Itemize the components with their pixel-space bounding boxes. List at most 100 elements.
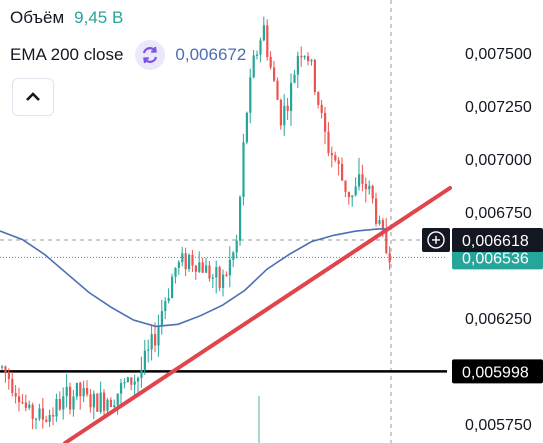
candle — [378, 220, 381, 224]
trend-line — [63, 186, 452, 443]
candle — [239, 196, 242, 241]
candle — [137, 377, 140, 382]
candle — [11, 379, 14, 394]
candle — [123, 382, 126, 384]
candle — [24, 402, 27, 408]
volume-value: 9,45 B — [74, 8, 124, 27]
candle — [79, 382, 82, 397]
level-price-label-bg — [452, 359, 543, 384]
candle — [89, 394, 92, 408]
ema-value: 0,006672 — [175, 45, 247, 64]
candle — [208, 265, 211, 279]
volume-legend: Объём 9,45 B — [10, 8, 123, 28]
candle — [4, 366, 7, 373]
candle — [147, 349, 150, 351]
candle — [385, 229, 388, 253]
candles — [1, 16, 391, 430]
candle — [341, 163, 344, 181]
candle — [45, 419, 48, 422]
candle — [140, 369, 143, 378]
candle — [330, 153, 333, 156]
candle — [133, 381, 136, 385]
candle — [235, 240, 238, 253]
candle — [58, 399, 61, 410]
y-tick-label: 0,006750 — [465, 205, 532, 222]
candle — [181, 253, 184, 263]
y-tick-label: 0,007500 — [465, 46, 532, 63]
volume-label: Объём — [10, 8, 65, 27]
level-price-label: 0,005998 — [462, 364, 529, 381]
candle — [344, 180, 347, 192]
candle — [337, 160, 340, 164]
candle — [293, 74, 296, 83]
candle — [256, 54, 259, 56]
candle — [126, 377, 129, 383]
y-tick-label: 0,006250 — [465, 311, 532, 328]
candle — [150, 334, 153, 350]
candle — [320, 104, 323, 113]
candle — [368, 185, 371, 190]
candle — [201, 262, 204, 273]
candle — [164, 300, 167, 312]
candle — [279, 99, 282, 126]
candle — [228, 259, 231, 276]
y-tick-label: 0,005750 — [465, 417, 532, 434]
candle — [371, 185, 374, 199]
candle — [65, 386, 68, 397]
ema-legend: EMA 200 close 0,006672 — [10, 40, 246, 70]
candle — [38, 408, 41, 419]
candle — [334, 155, 337, 161]
candle — [174, 267, 177, 277]
candle — [143, 350, 146, 370]
candle — [35, 418, 38, 420]
candle — [290, 82, 293, 111]
candle — [86, 387, 89, 395]
candle — [96, 393, 99, 412]
candle — [62, 396, 65, 410]
candle — [303, 56, 306, 58]
candle — [262, 25, 265, 41]
candle — [317, 92, 320, 105]
candle — [1, 366, 4, 368]
candle — [188, 254, 191, 270]
sync-icon[interactable] — [135, 40, 166, 70]
candle — [103, 392, 106, 411]
y-tick-label: 0,007250 — [465, 99, 532, 116]
candle — [171, 276, 174, 299]
candle — [266, 25, 269, 57]
candle — [286, 105, 289, 111]
candle — [245, 112, 248, 143]
candle — [113, 405, 116, 407]
collapse-legend-button[interactable] — [12, 78, 54, 116]
candle — [18, 396, 21, 403]
candle — [116, 393, 119, 406]
plus-circle-icon[interactable] — [427, 231, 445, 249]
candle — [351, 195, 354, 198]
candle — [72, 396, 75, 410]
candle — [69, 386, 72, 410]
candle — [276, 80, 279, 100]
candle — [194, 265, 197, 272]
candle — [307, 56, 310, 62]
candle — [296, 55, 299, 75]
candle — [52, 415, 55, 417]
candle — [300, 55, 303, 58]
candle — [14, 393, 17, 397]
candle — [388, 252, 391, 263]
candle — [28, 404, 31, 408]
y-tick-label: 0,007000 — [465, 152, 532, 169]
plus-circle — [427, 231, 445, 249]
candle — [354, 186, 357, 196]
candle — [48, 415, 51, 422]
candle — [269, 56, 272, 68]
candle — [310, 60, 313, 62]
candle — [120, 383, 123, 394]
candle — [242, 142, 245, 197]
candle — [361, 174, 364, 184]
candle — [167, 298, 170, 301]
candle — [75, 382, 78, 397]
ema-label[interactable]: EMA 200 close — [10, 45, 124, 64]
last-price-label: 0,006536 — [462, 250, 529, 267]
